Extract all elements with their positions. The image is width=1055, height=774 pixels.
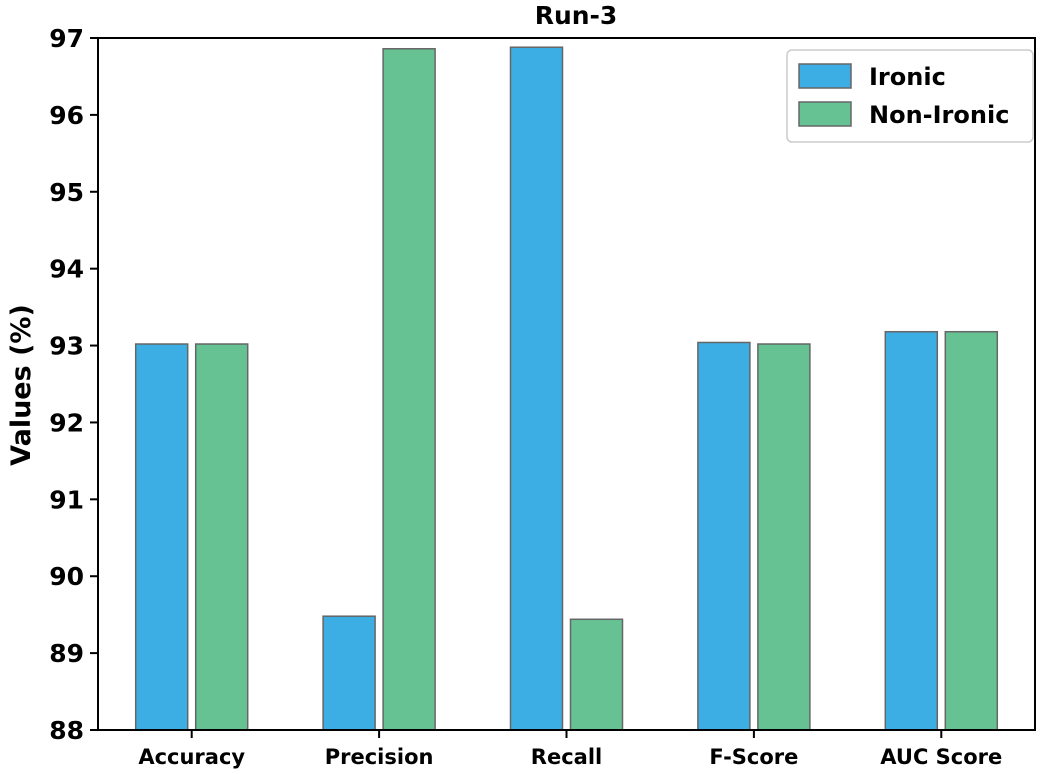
bars-group <box>134 46 999 731</box>
y-axis: 88 89 90 91 92 93 94 95 96 97 <box>49 24 98 745</box>
x-tick-label: Recall <box>531 745 602 769</box>
legend-label: Non-Ironic <box>869 101 1009 129</box>
bar-non-ironic-accuracy <box>194 343 249 731</box>
x-axis: Accuracy Precision Recall F-Score AUC Score <box>138 730 1002 769</box>
y-tick-label: 94 <box>49 255 84 284</box>
bar-ironic-f-score <box>697 341 751 731</box>
y-tick-label: 97 <box>49 24 84 53</box>
bar-non-ironic-recall <box>569 618 624 731</box>
bar-non-ironic-f-score <box>757 343 811 731</box>
y-tick-label: 92 <box>49 408 84 437</box>
y-axis-label: Values (%) <box>6 304 37 466</box>
plot-frame <box>97 37 1036 731</box>
legend-swatch <box>798 63 852 89</box>
legend-label: Ironic <box>869 63 946 91</box>
x-tick-label: Accuracy <box>138 745 245 769</box>
x-tick-label: AUC Score <box>880 745 1002 769</box>
y-tick-label: 90 <box>49 562 84 591</box>
y-tick-label: 93 <box>49 332 84 361</box>
y-tick-label: 95 <box>49 178 84 207</box>
bar-ironic-auc-score <box>884 330 939 731</box>
y-tick-label: 89 <box>49 639 84 668</box>
y-tick-label: 88 <box>49 716 84 745</box>
legend: Ironic Non-Ironic <box>786 49 1034 143</box>
x-tick-label: F-Score <box>709 745 798 769</box>
bar-ironic-accuracy <box>134 343 189 731</box>
y-tick-label: 96 <box>49 101 84 130</box>
legend-swatch <box>798 101 852 127</box>
x-tick-label: Precision <box>325 745 434 769</box>
bar-non-ironic-auc-score <box>944 330 999 731</box>
bar-ironic-precision <box>322 615 376 731</box>
chart-title: Run-3 <box>535 1 618 30</box>
bar-non-ironic-precision <box>382 48 436 731</box>
bar-ironic-recall <box>509 46 564 731</box>
y-tick-label: 91 <box>49 485 84 514</box>
